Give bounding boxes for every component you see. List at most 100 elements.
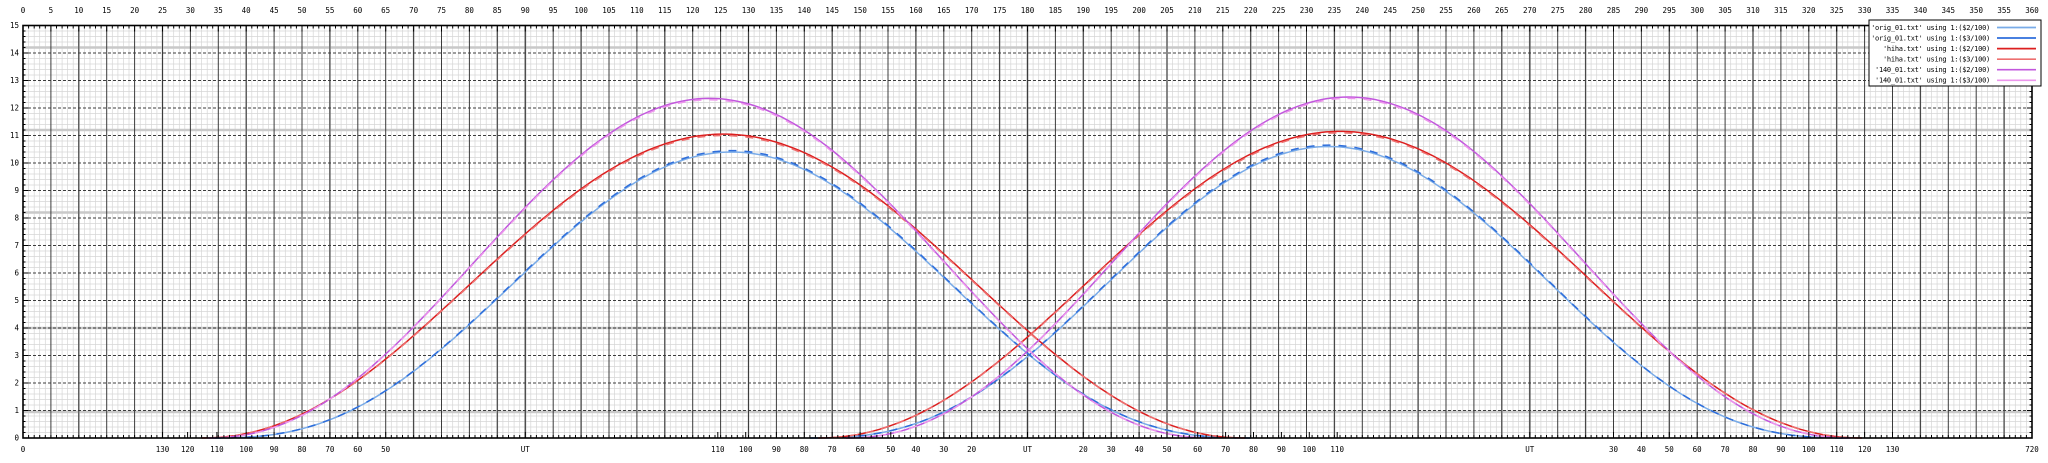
x2-tick-label: 0 [21, 6, 26, 15]
x2-tick-label: 285 [1607, 6, 1621, 15]
x1-tick-label: 50 [1665, 445, 1675, 454]
legend-label: '140_01.txt' using 1:($2/100) [1875, 66, 1990, 74]
x1-tick-label: 80 [800, 445, 810, 454]
x1-tick-label: 80 [297, 445, 307, 454]
y-tick-label: 10 [10, 159, 20, 168]
x1-tick-label: 720 [2025, 445, 2039, 454]
x1-tick-label: 50 [886, 445, 896, 454]
x2-tick-label: 100 [574, 6, 588, 15]
x1-tick-label: UT [521, 445, 531, 454]
x2-tick-label: 320 [1802, 6, 1816, 15]
x2-tick-label: 235 [1328, 6, 1342, 15]
x1-tick-label: 90 [1277, 445, 1287, 454]
y-tick-label: 3 [14, 351, 19, 360]
x2-tick-label: 155 [881, 6, 895, 15]
x1-tick-label: 30 [1107, 445, 1117, 454]
x2-tick-label: 230 [1300, 6, 1314, 15]
x1-tick-label: UT [1525, 445, 1535, 454]
series-curve-2 [201, 130, 1862, 439]
x2-tick-label: 335 [1886, 6, 1900, 15]
x1-tick-label: 40 [1135, 445, 1145, 454]
legend-entry-0: 'orig_01.txt' using 1:($2/100) [1871, 24, 2036, 32]
x2-tick-label: 50 [297, 6, 307, 15]
x1-tick-label: 20 [1079, 445, 1089, 454]
x1-tick-label: 70 [828, 445, 838, 454]
x2-tick-label: 215 [1216, 6, 1230, 15]
x2-tick-label: 295 [1663, 6, 1677, 15]
x1-tick-label: 120 [181, 445, 195, 454]
y-tick-label: 8 [14, 214, 19, 223]
x2-tick-label: 205 [1160, 6, 1174, 15]
x2-tick-label: 280 [1579, 6, 1593, 15]
y-tick-label: 14 [10, 49, 20, 58]
y-tick-label: 9 [14, 186, 19, 195]
x2-tick-label: 75 [437, 6, 446, 15]
legend-entry-4: '140_01.txt' using 1:($2/100) [1875, 66, 2036, 74]
x1-tick-label: 90 [1776, 445, 1786, 454]
x2-tick-label: 325 [1830, 6, 1844, 15]
x1-tick-label: 20 [967, 445, 977, 454]
x1-tick-label: 50 [381, 445, 391, 454]
x1-tick-label: 110 [210, 445, 224, 454]
x2-tick-label: 125 [714, 6, 728, 15]
x2-tick-label: 130 [742, 6, 756, 15]
x2-tick-label: 55 [325, 6, 334, 15]
x2-axis-labels: 0 5 10 15 20 25 30 35 40 45 50 55 60 65 70 75 80 85 90 95 10… [21, 6, 2040, 15]
x1-tick-label: 80 [1249, 445, 1259, 454]
x2-tick-label: 245 [1383, 6, 1397, 15]
x1-tick-label: 70 [1721, 445, 1731, 454]
x1-tick-label: 90 [270, 445, 280, 454]
x2-tick-label: 95 [549, 6, 558, 15]
legend-entry-3: 'hiha.txt' using 1:($3/100) [1883, 56, 2036, 64]
x1-tick-label: 90 [772, 445, 782, 454]
x2-tick-label: 270 [1523, 6, 1537, 15]
legend-label: 'orig_01.txt' using 1:($2/100) [1871, 24, 1990, 32]
legend: 'orig_01.txt' using 1:($2/100) 'orig_01.t… [1868, 19, 2042, 87]
x2-tick-label: 355 [1997, 6, 2011, 15]
x1-tick-label: 100 [1303, 445, 1317, 454]
x1-tick-label: 110 [1330, 445, 1344, 454]
x2-tick-label: 255 [1439, 6, 1453, 15]
x2-tick-label: 250 [1411, 6, 1425, 15]
x2-tick-label: 10 [74, 6, 84, 15]
x1-tick-label: 70 [1221, 445, 1231, 454]
x2-tick-label: 210 [1188, 6, 1202, 15]
x1-tick-label: 130 [1886, 445, 1900, 454]
x2-tick-label: 105 [602, 6, 616, 15]
x1-tick-label: 60 [856, 445, 866, 454]
x2-tick-label: 140 [798, 6, 812, 15]
x1-tick-label: 100 [1802, 445, 1816, 454]
x2-tick-label: 310 [1746, 6, 1760, 15]
legend-label: 'orig_01.txt' using 1:($3/100) [1871, 34, 1990, 42]
grid-major-vertical [50, 25, 2005, 438]
y-tick-label: 13 [10, 76, 19, 85]
x1-tick-label: 40 [911, 445, 921, 454]
x2-tick-label: 340 [1914, 6, 1928, 15]
x2-tick-label: 225 [1272, 6, 1286, 15]
x2-tick-label: 20 [130, 6, 140, 15]
x2-tick-label: 135 [770, 6, 784, 15]
y-tick-label: 1 [14, 406, 19, 415]
x2-tick-label: 85 [493, 6, 502, 15]
x2-tick-label: 220 [1244, 6, 1258, 15]
x1-tick-label: 30 [939, 445, 949, 454]
guide-gray-verticals [78, 25, 2005, 438]
x2-tick-label: 120 [686, 6, 700, 15]
x2-tick-label: 40 [242, 6, 252, 15]
legend-box [1868, 19, 2042, 87]
x2-tick-label: 45 [270, 6, 279, 15]
x1-tick-label: 60 [1193, 445, 1203, 454]
y-tick-label: 12 [10, 104, 19, 113]
x1-tick-label: 70 [325, 445, 335, 454]
x1-tick-label: 110 [1830, 445, 1844, 454]
x1-tick-label: 100 [739, 445, 753, 454]
y-tick-label: 2 [14, 379, 19, 388]
y-tick-label: 6 [14, 269, 19, 278]
x2-tick-label: 110 [630, 6, 644, 15]
x1-tick-label: 0 [21, 445, 26, 454]
tick-marks [22, 25, 2033, 439]
y-tick-label: 7 [14, 241, 19, 250]
x2-tick-label: 260 [1467, 6, 1481, 15]
